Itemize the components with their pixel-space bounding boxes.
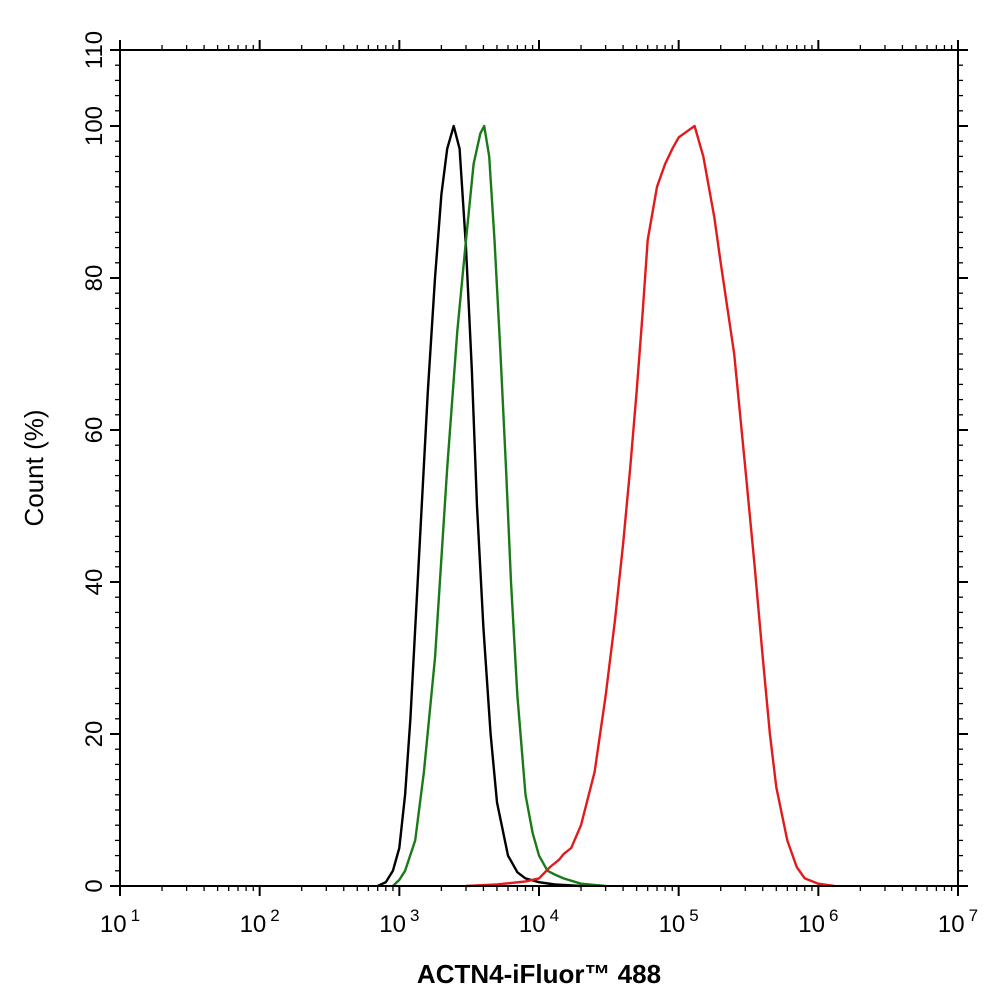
y-tick-label: 60 [81, 417, 108, 444]
x-tick-label: 10 5 [659, 906, 699, 938]
x-tick-exponent: 2 [270, 906, 279, 925]
series-curve-3 [465, 124, 835, 888]
x-axis-title: ACTN4-iFluor™ 488 [417, 959, 661, 989]
y-tick-label: 100 [81, 106, 108, 146]
x-tick-base: 10 [659, 911, 686, 938]
y-axis-ticks [110, 49, 968, 887]
y-tick-label: 40 [81, 569, 108, 596]
x-tick-base: 10 [379, 911, 406, 938]
series-curve-1 [377, 124, 582, 888]
x-axis-tick-labels: 10 1 10 2 10 3 10 4 10 5 10 6 10 7 [100, 906, 978, 938]
x-tick-label: 10 6 [798, 906, 838, 938]
x-tick-exponent: 6 [829, 906, 838, 925]
series-curve-2 [392, 124, 606, 888]
x-tick-base: 10 [240, 911, 267, 938]
y-axis-title: Count (%) [19, 409, 49, 526]
x-tick-exponent: 3 [410, 906, 419, 925]
x-tick-base: 10 [938, 911, 965, 938]
series-curves [377, 124, 835, 888]
x-tick-label: 10 3 [379, 906, 419, 938]
x-tick-label: 10 2 [240, 906, 280, 938]
x-tick-exponent: 4 [550, 906, 559, 925]
x-tick-label: 10 4 [519, 906, 559, 938]
x-tick-base: 10 [798, 911, 825, 938]
x-tick-label: 10 1 [100, 906, 140, 938]
x-tick-label: 10 7 [938, 906, 978, 938]
y-tick-label: 110 [81, 31, 108, 69]
y-axis-tick-labels: 0 20 40 60 80 100 110 [81, 31, 108, 893]
y-tick-label: 0 [81, 879, 108, 892]
x-tick-base: 10 [100, 911, 127, 938]
x-tick-exponent: 1 [131, 906, 140, 925]
plot-frame [119, 49, 959, 887]
y-tick-label: 20 [81, 721, 108, 748]
x-tick-exponent: 7 [969, 906, 978, 925]
x-tick-base: 10 [519, 911, 546, 938]
x-tick-exponent: 5 [689, 906, 698, 925]
y-tick-label: 80 [81, 265, 108, 292]
x-axis-ticks [119, 40, 959, 896]
